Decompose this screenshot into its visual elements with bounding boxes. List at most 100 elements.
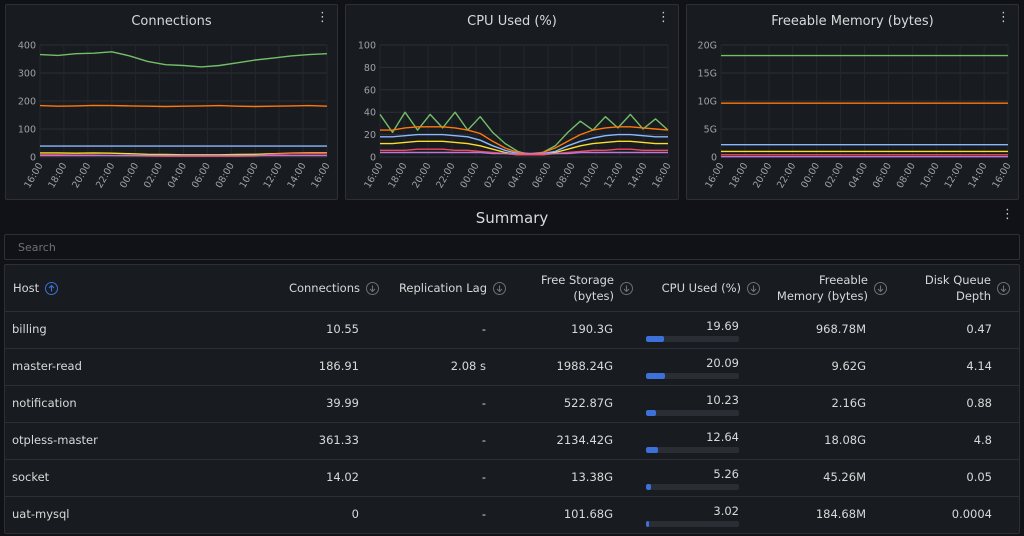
cell-cpu-used: 3.02 <box>713 504 739 518</box>
y-tick-label: 100 <box>358 41 376 52</box>
x-tick-label: 06:00 <box>530 161 553 190</box>
sort-icon[interactable] <box>493 281 506 295</box>
table-row[interactable]: notification 39.99 - 522.87G 10.23 2.16G… <box>5 385 1019 423</box>
y-tick-label: 40 <box>364 108 376 119</box>
y-tick-label: 15G <box>698 69 717 80</box>
x-tick-label: 20:00 <box>410 161 433 190</box>
column-header-freeable-memory[interactable]: Freeable Memory (bytes) <box>765 265 887 311</box>
panel-freeable-memory: Freeable Memory (bytes) ⋮ 0 5G 10G 15G 20G 16… <box>686 4 1019 200</box>
column-label: Free Storage (bytes) <box>541 272 614 304</box>
table-row[interactable]: uat-mysql 0 - 101.68G 3.02 184.68M 0.000… <box>5 496 1019 533</box>
table-row[interactable]: otpless-master 361.33 - 2134.42G 12.64 1… <box>5 422 1019 460</box>
cell-freeable-memory: 45.26M <box>823 470 866 484</box>
panel-title: Connections <box>131 14 212 29</box>
sort-icon[interactable] <box>620 281 633 295</box>
panel-title: CPU Used (%) <box>467 14 557 29</box>
x-tick-label: 22:00 <box>775 161 798 190</box>
cell-freeable-memory: 18.08G <box>824 433 866 447</box>
cell-disk-queue-depth: 0.47 <box>966 322 992 336</box>
y-tick-label: 100 <box>18 125 36 136</box>
column-label-line: Memory (bytes) <box>776 289 868 303</box>
sort-icon[interactable] <box>874 281 887 295</box>
x-tick-label: 08:00 <box>895 161 918 190</box>
kebab-menu-icon[interactable]: ⋮ <box>316 10 329 25</box>
series-line <box>39 104 328 108</box>
table-row[interactable]: master-read 186.91 2.08 s 1988.24G 20.09… <box>5 348 1019 386</box>
x-tick-label: 08:00 <box>214 161 237 190</box>
x-tick-label: 08:00 <box>554 161 577 190</box>
cell-host: billing <box>12 322 47 336</box>
cell-disk-queue-depth: 0.88 <box>966 396 992 410</box>
cell-connections: 10.55 <box>326 322 359 336</box>
cpu-gauge-fill <box>646 447 658 453</box>
column-label: CPU Used (%) <box>661 281 741 295</box>
table-row[interactable]: socket 14.02 - 13.38G 5.26 45.26M 0.05 <box>5 459 1019 497</box>
x-tick-label: 18:00 <box>46 161 69 190</box>
y-tick-label: 20 <box>364 130 376 141</box>
x-tick-label: 10:00 <box>919 161 942 190</box>
y-tick-label: 400 <box>18 41 36 52</box>
cell-freeable-memory: 9.62G <box>831 359 866 373</box>
cell-host: socket <box>12 470 50 484</box>
cell-disk-queue-depth: 0.0004 <box>951 507 992 521</box>
cpu-gauge <box>646 373 739 379</box>
cell-replication-lag: - <box>481 470 486 484</box>
column-header-host[interactable]: Host <box>13 265 93 311</box>
x-tick-label: 02:00 <box>823 161 846 190</box>
cpu-gauge-fill <box>646 484 651 490</box>
cell-disk-queue-depth: 0.05 <box>966 470 992 484</box>
summary-table: Host Connections Replication Lag Free St… <box>4 264 1020 534</box>
cell-free-storage: 2134.42G <box>556 433 613 447</box>
x-tick-label: 22:00 <box>434 161 457 190</box>
x-tick-label: 16:00 <box>22 161 45 190</box>
column-header-free-storage[interactable]: Free Storage (bytes) <box>515 265 633 311</box>
column-label-line: Free Storage <box>540 273 614 287</box>
y-tick-label: 10G <box>698 97 717 108</box>
cell-freeable-memory: 968.78M <box>815 322 866 336</box>
cpu-gauge-fill <box>646 521 649 527</box>
cell-cpu-used: 20.09 <box>706 356 739 370</box>
column-header-cpu-used[interactable]: CPU Used (%) <box>645 265 760 311</box>
x-tick-label: 02:00 <box>482 161 505 190</box>
search-input[interactable] <box>4 234 1020 260</box>
cpu-gauge <box>646 336 739 342</box>
x-tick-label: 16:00 <box>990 161 1013 190</box>
column-label-line: (bytes) <box>573 289 614 303</box>
column-header-disk-queue-depth[interactable]: Disk Queue Depth <box>895 265 1010 311</box>
cell-free-storage: 522.87G <box>563 396 613 410</box>
kebab-menu-icon[interactable]: ⋮ <box>657 10 670 25</box>
y-tick-label: 0 <box>711 153 717 164</box>
table-row[interactable]: billing 10.55 - 190.3G 19.69 968.78M 0.4… <box>5 311 1019 349</box>
sort-icon[interactable] <box>747 281 760 295</box>
column-header-connections[interactable]: Connections <box>245 265 379 311</box>
sort-icon[interactable] <box>997 281 1010 295</box>
cell-free-storage: 13.38G <box>571 470 613 484</box>
summary-title: Summary <box>475 209 549 227</box>
x-tick-label: 16:00 <box>650 161 673 190</box>
cpu-gauge-fill <box>646 410 656 416</box>
cell-connections: 361.33 <box>318 433 359 447</box>
x-tick-label: 16:00 <box>309 161 332 190</box>
sort-ascending-icon[interactable] <box>45 281 59 295</box>
x-tick-label: 06:00 <box>871 161 894 190</box>
cell-free-storage: 190.3G <box>571 322 613 336</box>
y-tick-label: 5G <box>704 125 717 136</box>
x-tick-label: 02:00 <box>142 161 165 190</box>
panel-cpu-used: CPU Used (%) ⋮ 0 20 40 60 80 100 16:00 18:00 20:… <box>345 4 679 200</box>
cell-freeable-memory: 2.16G <box>831 396 866 410</box>
column-header-replication-lag[interactable]: Replication Lag <box>385 265 506 311</box>
cpu-gauge <box>646 484 739 490</box>
x-tick-label: 00:00 <box>118 161 141 190</box>
kebab-menu-icon[interactable]: ⋮ <box>1001 207 1014 222</box>
cell-host: uat-mysql <box>12 507 70 521</box>
cell-replication-lag: - <box>481 322 486 336</box>
y-tick-label: 300 <box>18 69 36 80</box>
sort-icon[interactable] <box>366 281 379 295</box>
series-line <box>380 151 668 155</box>
cell-disk-queue-depth: 4.14 <box>966 359 992 373</box>
kebab-menu-icon[interactable]: ⋮ <box>997 10 1010 25</box>
panel-title: Freeable Memory (bytes) <box>771 14 934 29</box>
column-label: Freeable Memory (bytes) <box>777 272 868 304</box>
